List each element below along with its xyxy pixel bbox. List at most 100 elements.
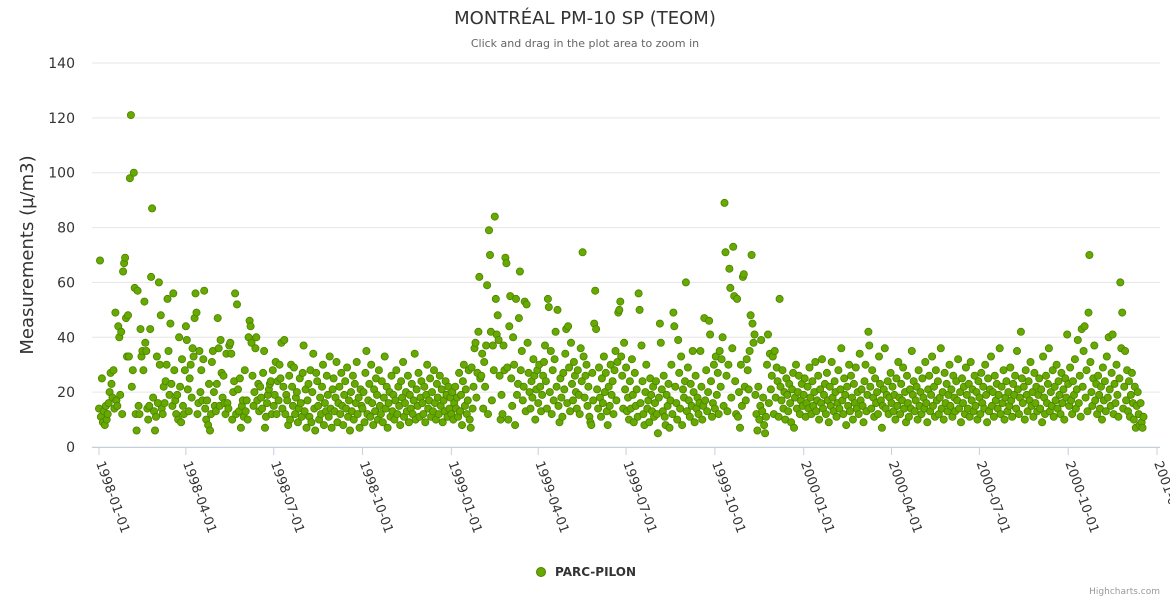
data-point[interactable] [847,371,856,380]
data-point[interactable] [822,368,831,377]
data-point[interactable] [481,382,490,391]
data-point[interactable] [299,341,308,350]
data-point[interactable] [632,385,641,394]
data-point[interactable] [886,368,895,377]
data-point[interactable] [1008,412,1017,421]
data-point[interactable] [561,349,570,358]
data-point[interactable] [1121,346,1130,355]
data-point[interactable] [224,404,233,413]
data-point[interactable] [1039,352,1048,361]
data-point[interactable] [1110,379,1119,388]
data-point[interactable] [393,410,402,419]
data-point[interactable] [705,316,714,325]
data-point[interactable] [366,412,375,421]
data-point[interactable] [170,366,179,375]
data-point[interactable] [133,286,142,295]
data-point[interactable] [821,410,830,419]
data-point[interactable] [510,360,519,369]
data-point[interactable] [358,404,367,413]
data-point[interactable] [939,415,948,424]
data-point[interactable] [515,267,524,276]
data-point[interactable] [191,289,200,298]
data-point[interactable] [714,410,723,419]
data-point[interactable] [1090,341,1099,350]
data-point[interactable] [421,418,430,427]
data-point[interactable] [129,168,138,177]
data-point[interactable] [608,377,617,386]
data-point[interactable] [770,346,779,355]
data-point[interactable] [380,352,389,361]
data-point[interactable] [173,390,182,399]
data-point[interactable] [923,418,932,427]
data-point[interactable] [982,390,991,399]
data-point[interactable] [892,374,901,383]
data-point[interactable] [979,382,988,391]
data-point[interactable] [232,300,241,309]
data-point[interactable] [868,366,877,375]
data-point[interactable] [710,404,719,413]
data-point[interactable] [1042,371,1051,380]
data-point[interactable] [1011,371,1020,380]
data-point[interactable] [518,396,527,405]
data-point[interactable] [478,349,487,358]
data-point[interactable] [488,341,497,350]
data-point[interactable] [480,357,489,366]
data-point[interactable] [778,366,787,375]
data-point[interactable] [503,363,512,372]
data-point[interactable] [127,382,136,391]
data-point[interactable] [117,327,126,336]
data-point[interactable] [959,399,968,408]
data-point[interactable] [163,294,172,303]
data-point[interactable] [177,355,186,364]
data-point[interactable] [497,390,506,399]
data-point[interactable] [790,423,799,432]
data-point[interactable] [349,415,358,424]
data-point[interactable] [922,399,931,408]
data-point[interactable] [360,418,369,427]
data-point[interactable] [635,305,644,314]
data-point[interactable] [774,412,783,421]
data-point[interactable] [584,382,593,391]
data-point[interactable] [252,333,261,342]
data-point[interactable] [151,412,160,421]
data-point[interactable] [565,363,574,372]
data-point[interactable] [1100,377,1109,386]
data-point[interactable] [575,410,584,419]
data-point[interactable] [703,407,712,416]
data-point[interactable] [553,305,562,314]
data-point[interactable] [303,396,312,405]
data-point[interactable] [589,396,598,405]
data-point[interactable] [249,401,258,410]
data-point[interactable] [286,415,295,424]
data-point[interactable] [830,377,839,386]
data-point[interactable] [147,272,156,281]
data-point[interactable] [987,352,996,361]
data-point[interactable] [1079,346,1088,355]
data-point[interactable] [724,360,733,369]
data-point[interactable] [557,393,566,402]
data-point[interactable] [455,368,464,377]
data-point[interactable] [468,404,477,413]
data-point[interactable] [290,410,299,419]
data-point[interactable] [343,363,352,372]
data-point[interactable] [725,264,734,273]
data-point[interactable] [149,393,158,402]
data-point[interactable] [283,396,292,405]
data-point[interactable] [927,390,936,399]
data-point[interactable] [205,426,214,435]
data-point[interactable] [843,382,852,391]
data-point[interactable] [504,415,513,424]
data-point[interactable] [423,360,432,369]
data-point[interactable] [247,338,256,347]
data-point[interactable] [637,341,646,350]
data-point[interactable] [531,415,540,424]
data-point[interactable] [579,352,588,361]
data-point[interactable] [628,390,637,399]
data-point[interactable] [200,286,209,295]
data-point[interactable] [691,371,700,380]
data-point[interactable] [940,368,949,377]
data-point[interactable] [877,423,886,432]
data-point[interactable] [135,410,144,419]
data-point[interactable] [155,360,164,369]
data-point[interactable] [899,363,908,372]
